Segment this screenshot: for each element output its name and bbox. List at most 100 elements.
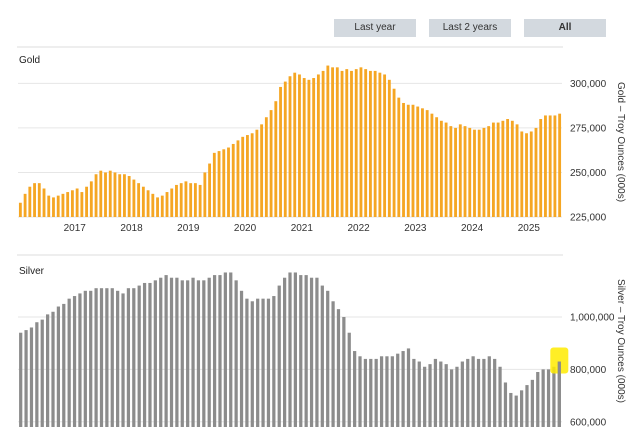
- silver-bar[interactable]: [309, 277, 314, 427]
- gold-bar[interactable]: [208, 163, 212, 217]
- silver-bar[interactable]: [223, 272, 227, 427]
- gold-bar[interactable]: [425, 110, 429, 217]
- gold-bar[interactable]: [468, 127, 472, 217]
- silver-bar[interactable]: [342, 317, 346, 427]
- gold-bar[interactable]: [61, 193, 65, 217]
- silver-bar[interactable]: [503, 382, 508, 427]
- gold-bar[interactable]: [487, 126, 491, 217]
- silver-bar[interactable]: [552, 366, 556, 427]
- gold-bar[interactable]: [340, 70, 344, 217]
- gold-bar[interactable]: [406, 104, 410, 217]
- gold-bar[interactable]: [539, 119, 543, 217]
- gold-bar[interactable]: [444, 122, 448, 217]
- silver-bar[interactable]: [234, 280, 238, 427]
- gold-bar[interactable]: [435, 117, 439, 217]
- gold-bar[interactable]: [302, 78, 306, 217]
- silver-bar[interactable]: [175, 277, 179, 427]
- gold-bar[interactable]: [326, 65, 330, 217]
- silver-bar[interactable]: [326, 290, 330, 427]
- silver-bar[interactable]: [498, 366, 502, 427]
- gold-bar[interactable]: [260, 124, 264, 217]
- gold-bar[interactable]: [274, 101, 278, 217]
- silver-bar[interactable]: [293, 272, 298, 427]
- silver-bar[interactable]: [116, 290, 120, 427]
- gold-bar[interactable]: [279, 86, 282, 217]
- gold-bar[interactable]: [146, 190, 150, 217]
- gold-bar[interactable]: [47, 195, 51, 217]
- silver-bar[interactable]: [19, 332, 23, 427]
- gold-bar[interactable]: [160, 195, 164, 217]
- gold-bar[interactable]: [373, 70, 377, 217]
- silver-bar[interactable]: [132, 288, 136, 427]
- last-2-years-button[interactable]: Last 2 years: [429, 19, 511, 37]
- silver-bar[interactable]: [250, 301, 254, 427]
- gold-bar[interactable]: [364, 69, 368, 217]
- silver-bar[interactable]: [423, 366, 427, 427]
- gold-bar[interactable]: [250, 133, 254, 217]
- silver-bar[interactable]: [530, 379, 534, 427]
- gold-bar[interactable]: [132, 179, 136, 217]
- silver-bar[interactable]: [40, 319, 44, 427]
- silver-bar[interactable]: [261, 298, 265, 427]
- silver-bar[interactable]: [401, 351, 405, 427]
- silver-bar[interactable]: [239, 290, 244, 427]
- gold-bar[interactable]: [151, 193, 155, 217]
- gold-bar[interactable]: [496, 122, 500, 217]
- gold-bar[interactable]: [553, 115, 557, 217]
- gold-bar[interactable]: [354, 69, 358, 217]
- silver-bar[interactable]: [105, 288, 109, 427]
- silver-bar[interactable]: [78, 293, 82, 427]
- gold-bar[interactable]: [449, 126, 453, 217]
- gold-bar[interactable]: [137, 183, 141, 217]
- silver-bar[interactable]: [363, 358, 368, 427]
- gold-bar[interactable]: [156, 197, 159, 217]
- silver-bar[interactable]: [153, 280, 157, 427]
- silver-bar[interactable]: [169, 277, 174, 427]
- silver-bar[interactable]: [320, 285, 324, 427]
- gold-bar[interactable]: [558, 113, 562, 217]
- gold-bar[interactable]: [241, 136, 245, 217]
- all-button[interactable]: All: [524, 19, 606, 37]
- silver-bar[interactable]: [142, 282, 147, 427]
- gold-bar[interactable]: [37, 183, 41, 217]
- gold-bar[interactable]: [520, 131, 524, 217]
- gold-bar[interactable]: [118, 174, 122, 217]
- gold-bar[interactable]: [430, 113, 434, 217]
- gold-bar[interactable]: [165, 192, 169, 217]
- gold-bar[interactable]: [179, 183, 183, 217]
- silver-bar[interactable]: [439, 361, 443, 427]
- gold-bar[interactable]: [222, 149, 226, 217]
- silver-bar[interactable]: [466, 358, 470, 427]
- gold-bar[interactable]: [416, 106, 420, 217]
- gold-bar[interactable]: [75, 188, 79, 217]
- gold-bar[interactable]: [94, 174, 98, 217]
- gold-bar[interactable]: [293, 72, 297, 217]
- gold-bar[interactable]: [392, 88, 396, 217]
- gold-bar[interactable]: [33, 183, 36, 217]
- gold-bar[interactable]: [548, 115, 552, 217]
- gold-bar[interactable]: [387, 79, 391, 217]
- silver-bar[interactable]: [35, 322, 39, 427]
- silver-bar[interactable]: [56, 306, 61, 427]
- gold-bar[interactable]: [104, 172, 107, 217]
- silver-bar[interactable]: [121, 293, 125, 427]
- gold-bar[interactable]: [23, 193, 27, 217]
- gold-bar[interactable]: [56, 195, 60, 217]
- gold-bar[interactable]: [439, 120, 443, 217]
- silver-bar[interactable]: [476, 358, 481, 427]
- silver-bar[interactable]: [536, 372, 540, 427]
- gold-bar[interactable]: [198, 184, 202, 217]
- gold-bar[interactable]: [506, 119, 510, 217]
- silver-bar[interactable]: [186, 280, 190, 427]
- gold-bar[interactable]: [236, 140, 240, 217]
- gold-bar[interactable]: [515, 124, 519, 217]
- gold-bar[interactable]: [203, 172, 207, 217]
- gold-bar[interactable]: [331, 67, 334, 218]
- gold-bar[interactable]: [217, 151, 221, 217]
- gold-bar[interactable]: [28, 186, 32, 217]
- silver-bar[interactable]: [347, 332, 351, 427]
- gold-bar[interactable]: [383, 74, 387, 217]
- gold-bar[interactable]: [80, 192, 84, 217]
- gold-bar[interactable]: [18, 202, 22, 217]
- gold-bar[interactable]: [127, 176, 131, 217]
